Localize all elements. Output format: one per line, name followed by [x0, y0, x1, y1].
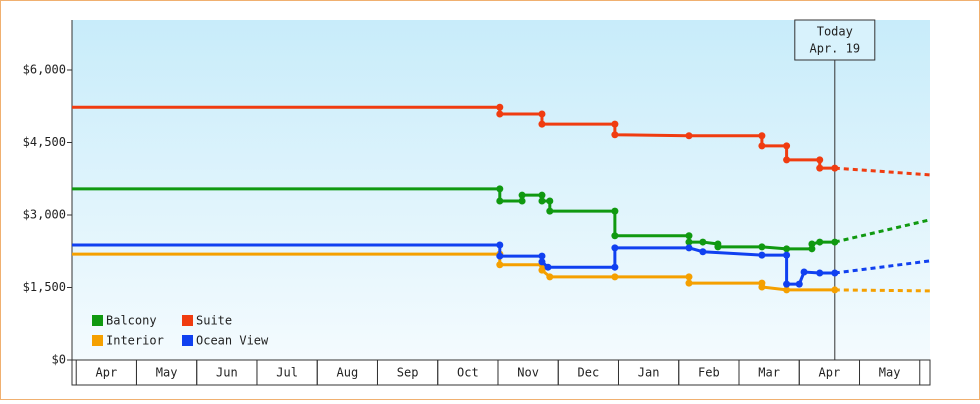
marker	[538, 197, 546, 205]
x-tick-label: Sep	[397, 366, 419, 380]
marker	[831, 286, 839, 294]
marker	[496, 103, 504, 111]
marker	[611, 232, 619, 240]
x-tick-label: Jun	[216, 366, 238, 380]
forecast-line	[834, 218, 931, 244]
marker	[538, 120, 546, 128]
x-tick-label: Apr	[819, 366, 841, 380]
x-tick-label: May	[879, 366, 901, 380]
marker	[685, 232, 693, 240]
marker	[546, 207, 554, 215]
marker	[758, 251, 766, 259]
x-tick-label: Oct	[457, 366, 479, 380]
marker	[816, 164, 824, 172]
marker	[685, 132, 693, 140]
marker	[611, 131, 619, 139]
legend-swatch	[92, 335, 103, 346]
x-tick-label: Jul	[276, 366, 298, 380]
x-tick-label: May	[156, 366, 178, 380]
legend-label: Interior	[106, 334, 164, 348]
marker	[496, 197, 504, 205]
x-axis-strip	[71, 359, 931, 386]
marker	[518, 191, 526, 199]
marker	[611, 244, 619, 252]
today-label: Today	[817, 25, 853, 39]
marker	[783, 245, 791, 253]
forecast-line	[834, 259, 931, 275]
marker	[685, 238, 693, 246]
today-label: Apr. 19	[810, 42, 861, 56]
marker	[538, 191, 546, 199]
marker	[685, 244, 693, 252]
x-tick-label: Nov	[517, 366, 539, 380]
today-box	[794, 19, 876, 61]
marker	[685, 273, 693, 281]
marker	[816, 156, 824, 164]
legend-swatch	[182, 335, 193, 346]
marker	[800, 268, 808, 276]
marker	[783, 156, 791, 164]
marker	[783, 251, 791, 259]
forecast-line	[834, 166, 931, 177]
marker	[496, 185, 504, 193]
x-tick-label: Apr	[96, 366, 118, 380]
marker	[538, 258, 546, 266]
marker	[538, 110, 546, 118]
x-tick-label: Mar	[758, 366, 780, 380]
legend-label: Balcony	[106, 314, 157, 328]
forecast-line	[834, 288, 931, 293]
marker	[518, 197, 526, 205]
marker	[831, 164, 839, 172]
marker	[795, 280, 803, 288]
y-tick-label: $3,000	[23, 208, 66, 222]
marker	[758, 283, 766, 291]
marker	[546, 197, 554, 205]
marker	[758, 243, 766, 251]
x-tick-label: Dec	[578, 366, 600, 380]
marker	[496, 252, 504, 260]
marker	[808, 240, 816, 248]
x-tick-label: Feb	[698, 366, 720, 380]
legend-label: Suite	[196, 314, 232, 328]
x-tick-label: Aug	[337, 366, 359, 380]
marker	[496, 261, 504, 269]
marker	[699, 248, 707, 256]
x-tick-label: Jan	[638, 366, 660, 380]
marker	[544, 263, 552, 271]
legend-swatch	[182, 315, 193, 326]
marker	[699, 238, 707, 246]
marker	[783, 280, 791, 288]
marker	[538, 252, 546, 260]
y-tick-label: $0	[52, 353, 66, 367]
marker	[685, 279, 693, 287]
marker	[496, 110, 504, 118]
marker	[611, 207, 619, 215]
y-tick-label: $4,500	[23, 135, 66, 149]
marker	[611, 263, 619, 271]
marker	[808, 245, 816, 253]
marker	[783, 142, 791, 150]
marker	[714, 243, 722, 251]
y-tick-label: $6,000	[23, 63, 66, 77]
marker	[816, 238, 824, 246]
marker	[758, 132, 766, 140]
marker	[611, 273, 619, 281]
marker	[831, 269, 839, 277]
y-tick-label: $1,500	[23, 280, 66, 294]
marker	[611, 120, 619, 128]
marker	[538, 266, 546, 274]
legend-swatch	[92, 315, 103, 326]
marker	[783, 286, 791, 294]
marker	[758, 142, 766, 150]
marker	[831, 238, 839, 246]
marker	[496, 241, 504, 249]
legend-label: Ocean View	[196, 334, 269, 348]
marker	[816, 269, 824, 277]
marker	[546, 273, 554, 281]
